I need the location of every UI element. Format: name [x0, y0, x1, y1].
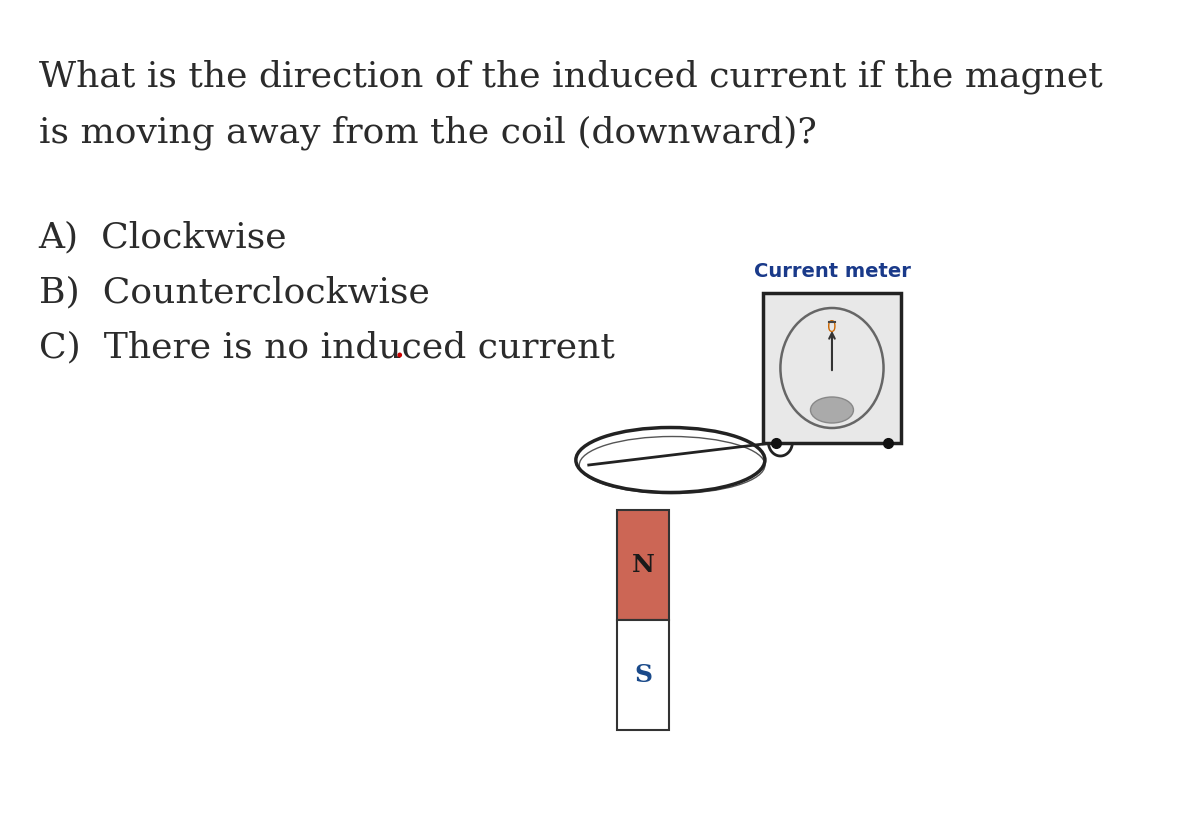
- Text: What is the direction of the induced current if the magnet: What is the direction of the induced cur…: [38, 60, 1103, 95]
- Ellipse shape: [810, 397, 853, 423]
- Bar: [617, 620, 668, 730]
- Text: 0: 0: [827, 320, 836, 335]
- Text: B)  Counterclockwise: B) Counterclockwise: [38, 275, 430, 309]
- Bar: [617, 510, 668, 620]
- Text: .: .: [394, 330, 406, 364]
- Text: C)  There is no induced current: C) There is no induced current: [38, 330, 614, 364]
- Text: N: N: [631, 553, 654, 577]
- Text: S: S: [634, 663, 652, 687]
- Text: A)  Clockwise: A) Clockwise: [38, 220, 287, 254]
- Bar: [763, 293, 901, 443]
- Text: is moving away from the coil (downward)?: is moving away from the coil (downward)?: [38, 115, 816, 149]
- Text: Current meter: Current meter: [754, 262, 911, 281]
